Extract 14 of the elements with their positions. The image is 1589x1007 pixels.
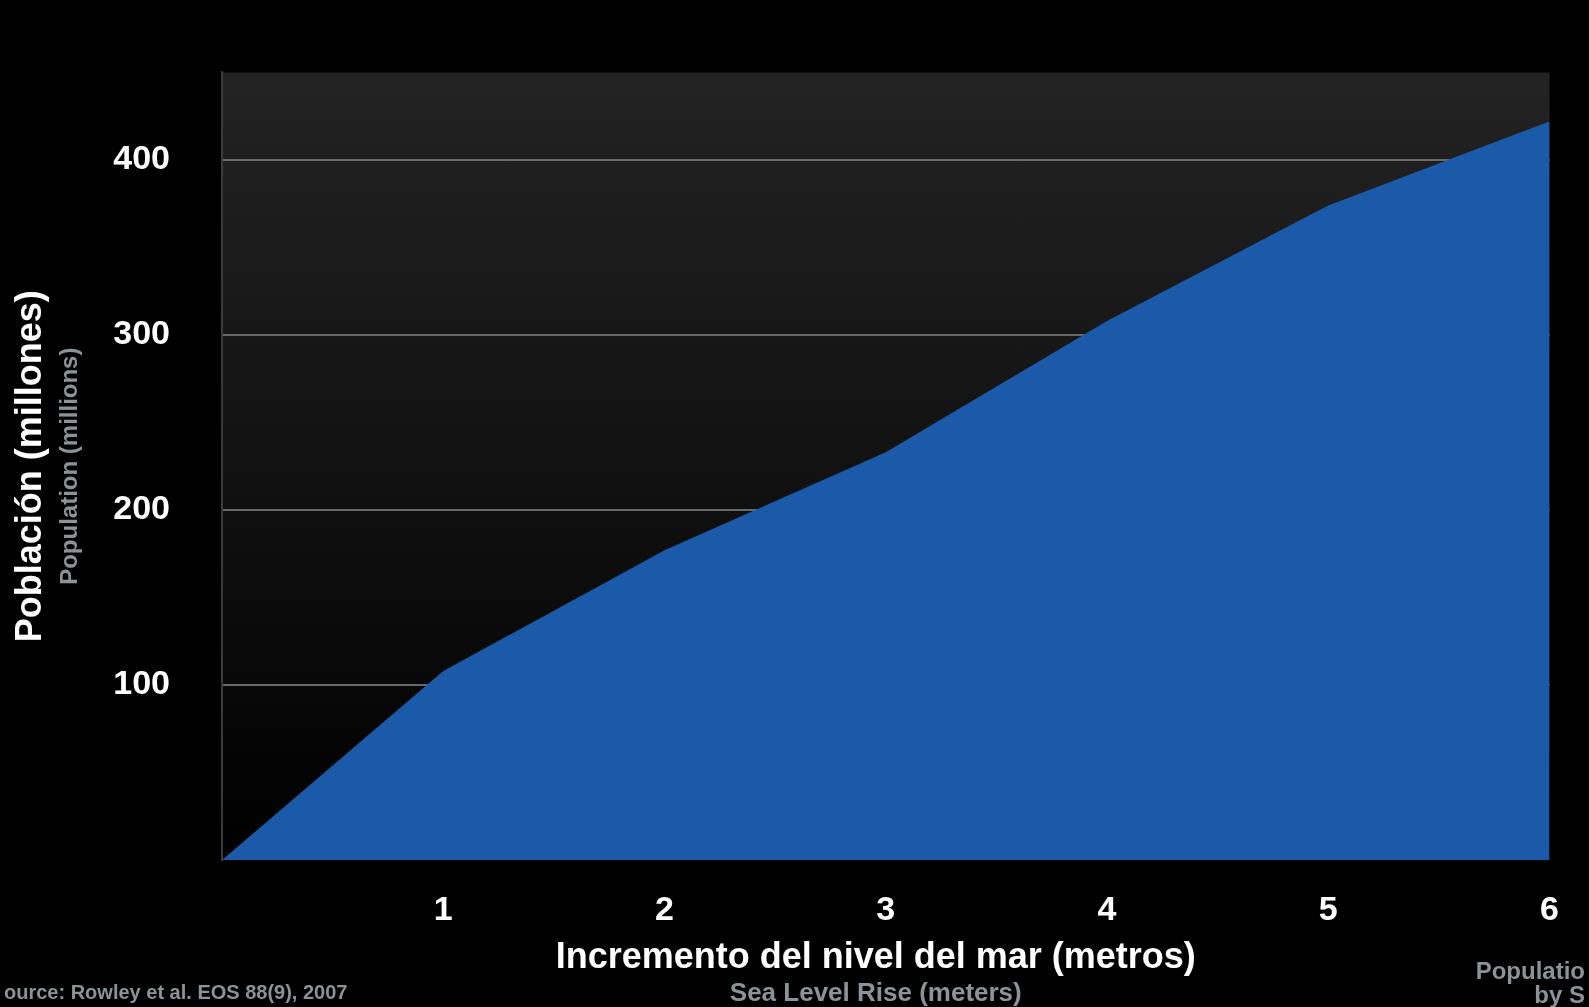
y-axis-title: Población (millones) Population (millions): [7, 290, 82, 643]
y-tick-label: 200: [113, 488, 170, 527]
x-tick-label: 6: [1540, 888, 1560, 927]
y-tick-label: 100: [113, 663, 170, 702]
y-tick-label: 400: [113, 138, 170, 177]
text: ource: Rowley et al. EOS 88(9), 2007: [4, 980, 348, 1003]
x-axis-title: Incremento del nivel del mar (metros) Sea Level Rise (meters): [555, 934, 1196, 1007]
x-tick-label: 5: [1318, 888, 1338, 927]
x-tick-label: 2: [655, 888, 674, 927]
x-tick-label: 4: [1097, 888, 1117, 927]
x-tick-label: 3: [876, 888, 896, 927]
y-tick-label: 300: [113, 313, 170, 352]
x-tick-label: 1: [433, 888, 453, 927]
text: Populatio by S: [1475, 956, 1585, 1007]
